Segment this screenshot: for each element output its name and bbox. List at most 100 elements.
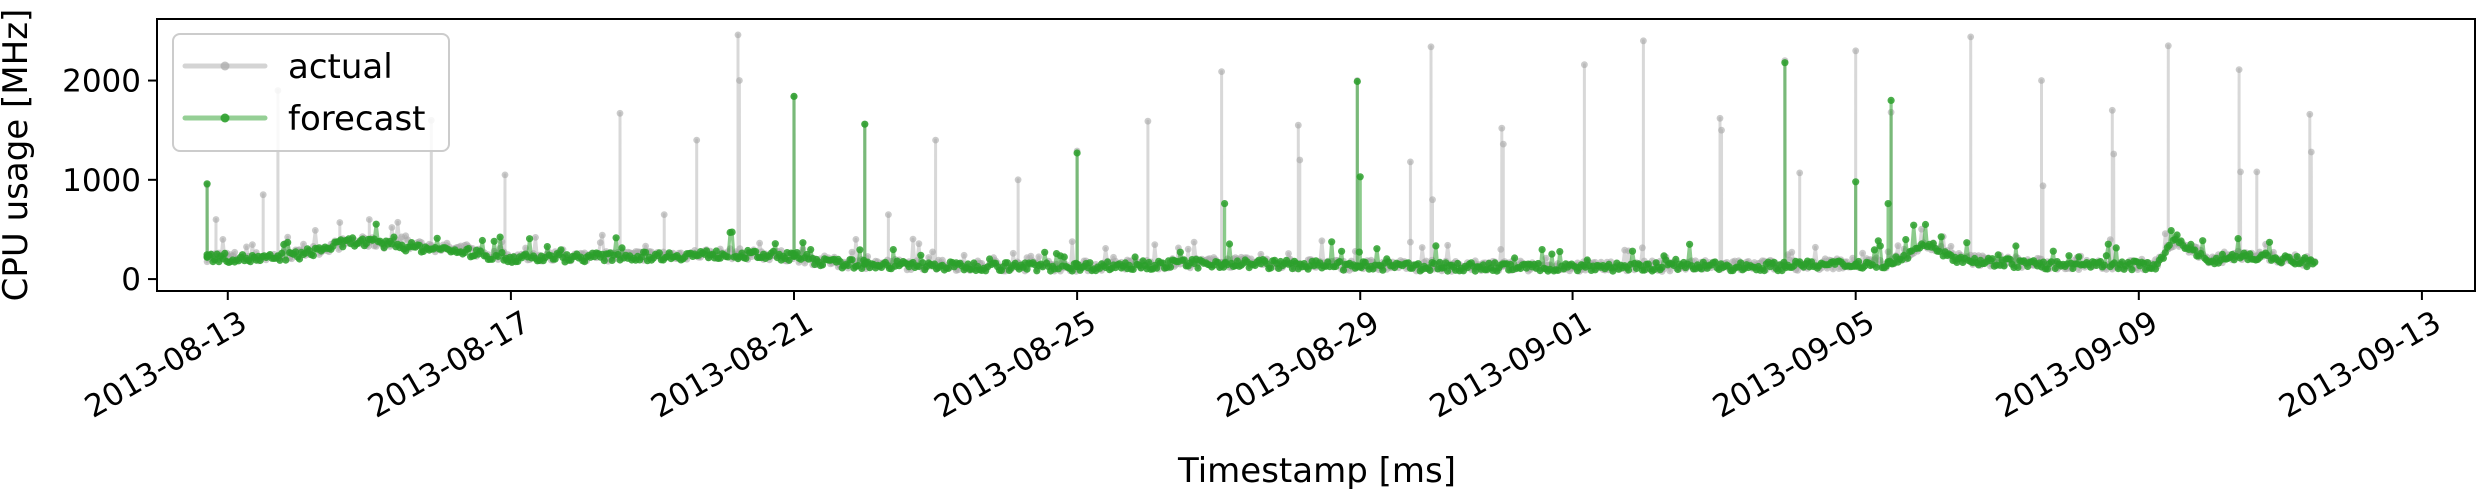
data-point: [1318, 237, 1326, 245]
data-point: [1711, 258, 1719, 266]
data-point: [1339, 266, 1348, 274]
data-point: [2102, 252, 2110, 260]
data-point: [1153, 264, 1161, 272]
data-point: [339, 243, 347, 251]
data-point: [1894, 242, 1902, 250]
data-point: [1176, 248, 1184, 256]
data-point: [1009, 249, 1017, 257]
data-point: [1014, 176, 1022, 184]
legend-entry-forecast: forecast: [182, 99, 426, 139]
x-tick-label: 2013-09-09: [1990, 304, 2164, 425]
data-point: [543, 243, 551, 251]
data-point: [1356, 173, 1364, 181]
data-point: [1184, 245, 1192, 253]
data-point: [311, 227, 319, 234]
data-point: [785, 256, 793, 264]
data-point: [944, 264, 952, 272]
series-line-actual: [205, 33, 2315, 273]
data-point: [1296, 156, 1304, 164]
data-point: [1859, 249, 1866, 257]
data-point: [616, 109, 624, 117]
data-point: [2039, 182, 2047, 190]
data-point: [490, 237, 498, 245]
data-point: [1583, 256, 1591, 264]
data-point: [284, 233, 292, 241]
data-point: [1852, 178, 1860, 186]
data-point: [336, 219, 344, 226]
data-point: [1267, 264, 1275, 272]
data-point: [1737, 259, 1745, 267]
legend-entry-actual: actual: [182, 47, 393, 87]
data-point: [1430, 259, 1438, 268]
data-point: [2100, 261, 2108, 269]
data-point: [1904, 254, 1912, 262]
data-point: [1180, 256, 1188, 264]
data-point: [501, 171, 509, 179]
data-point: [2164, 42, 2172, 50]
x-tick-label: 2013-08-21: [645, 304, 819, 425]
data-point: [2108, 106, 2116, 114]
data-point: [917, 251, 925, 259]
data-point: [1068, 238, 1076, 246]
data-point: [799, 239, 807, 247]
data-point: [1796, 169, 1804, 177]
data-point: [2039, 258, 2047, 266]
x-tick-label: 2013-08-25: [928, 304, 1102, 425]
data-point: [433, 234, 441, 242]
data-point: [1407, 158, 1414, 166]
data-point: [259, 191, 267, 199]
data-point: [2199, 237, 2207, 245]
data-point: [771, 240, 779, 248]
data-point: [1414, 260, 1422, 268]
legend-label-actual: actual: [288, 47, 393, 87]
series-points-forecast: [203, 59, 2319, 275]
data-point: [1781, 59, 1789, 67]
data-point: [309, 252, 317, 260]
data-point: [1145, 258, 1153, 267]
data-point: [1947, 242, 1955, 250]
x-tick-label: 2013-09-05: [1707, 304, 1881, 425]
data-point: [1994, 251, 2002, 259]
data-point: [848, 256, 856, 264]
data-point: [1436, 258, 1444, 266]
x-tick-label: 2013-08-13: [79, 304, 253, 425]
data-point: [2000, 262, 2008, 270]
data-point: [1628, 247, 1637, 255]
data-point: [1418, 244, 1426, 251]
data-point: [221, 249, 229, 257]
x-axis: 2013-08-13 2013-08-17 2013-08-21 2013-08-25…: [79, 291, 2447, 425]
data-point: [1658, 263, 1666, 271]
data-point: [207, 250, 215, 258]
data-point: [2144, 259, 2152, 267]
data-point: [1294, 121, 1302, 129]
data-point: [1432, 242, 1440, 250]
data-point: [2159, 254, 2167, 262]
data-point: [1023, 265, 1031, 273]
data-point: [929, 248, 936, 256]
data-point: [219, 236, 227, 243]
data-point: [2307, 148, 2315, 156]
data-point: [1373, 245, 1381, 253]
data-point: [2128, 266, 2136, 274]
data-point: [478, 236, 486, 245]
data-point: [2047, 258, 2055, 266]
data-point: [349, 234, 357, 242]
data-point: [1336, 258, 1344, 266]
data-point: [1444, 241, 1452, 249]
data-point: [1910, 221, 1918, 229]
x-tick-label: 2013-09-01: [1424, 304, 1598, 425]
data-point: [532, 234, 539, 241]
data-point: [2112, 244, 2120, 252]
data-point: [212, 216, 220, 223]
y-tick-label: 0: [121, 262, 141, 298]
y-tick-label: 2000: [62, 64, 141, 100]
data-point: [1338, 247, 1346, 255]
data-point: [2191, 246, 2199, 254]
data-point: [960, 251, 968, 259]
x-tick-label: 2013-08-17: [362, 304, 536, 425]
data-point: [1887, 96, 1895, 104]
data-point: [1511, 254, 1519, 262]
data-point: [276, 256, 284, 264]
data-point: [844, 261, 852, 270]
data-point: [693, 136, 701, 144]
